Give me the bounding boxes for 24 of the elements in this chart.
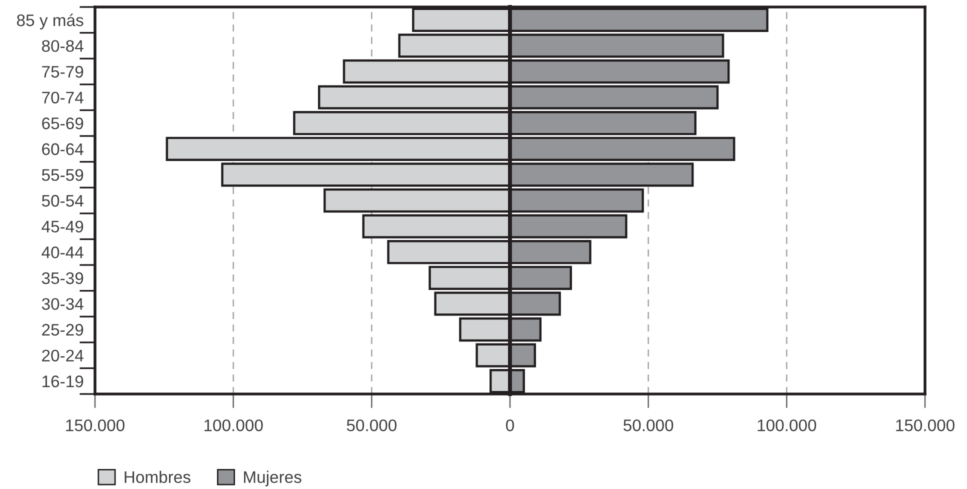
y-tick-label: 16-19 [42, 376, 84, 388]
x-tick-label: 0 [506, 419, 514, 432]
y-tick-label: 35-39 [42, 272, 84, 284]
x-tick-label: 100.000 [758, 419, 816, 432]
y-tick-label: 70-74 [42, 92, 84, 104]
y-tick-label: 50-54 [42, 194, 84, 207]
y-tick-label: 30-34 [42, 298, 84, 310]
y-tick-label: 80-84 [42, 40, 84, 52]
x-tick-label: 150.000 [896, 419, 954, 432]
y-tick-label: 55-59 [42, 169, 84, 181]
x-tick-label: 50.000 [346, 419, 397, 432]
y-tick-label: 20-24 [42, 350, 84, 362]
x-tick-label: 100.000 [204, 419, 263, 432]
y-tick-label: 25-29 [42, 324, 84, 336]
legend-label: Hombres [124, 470, 190, 484]
y-tick-label: 85 y más [17, 14, 84, 30]
x-tick-label: 150.000 [66, 419, 124, 432]
y-tick-label: 60-64 [42, 143, 84, 156]
y-tick-label: 40-44 [42, 246, 84, 258]
y-tick-label: 75-79 [42, 66, 84, 78]
y-tick-label: 65-69 [42, 118, 84, 130]
legend-label: Mujeres [244, 470, 302, 486]
y-tick-label: 45-49 [42, 220, 84, 233]
x-tick-label: 50.000 [624, 419, 674, 432]
